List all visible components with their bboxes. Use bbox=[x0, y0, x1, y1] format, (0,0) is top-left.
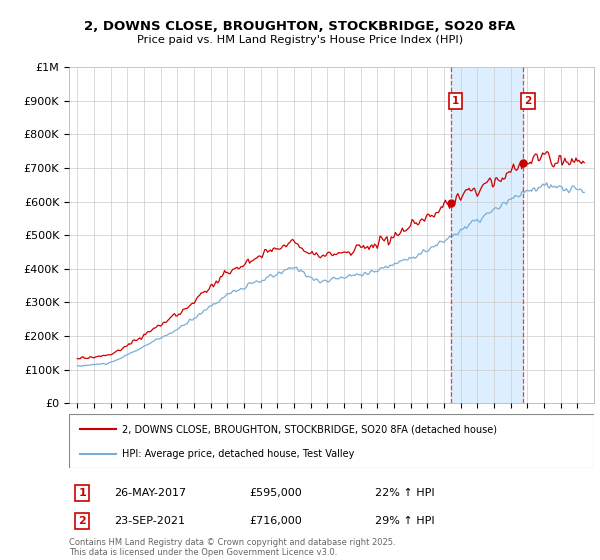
Text: 26-MAY-2017: 26-MAY-2017 bbox=[114, 488, 186, 498]
Text: Price paid vs. HM Land Registry's House Price Index (HPI): Price paid vs. HM Land Registry's House … bbox=[137, 35, 463, 45]
FancyBboxPatch shape bbox=[69, 414, 594, 468]
Text: 2, DOWNS CLOSE, BROUGHTON, STOCKBRIDGE, SO20 8FA (detached house): 2, DOWNS CLOSE, BROUGHTON, STOCKBRIDGE, … bbox=[121, 424, 497, 435]
Text: £716,000: £716,000 bbox=[249, 516, 302, 526]
Text: £595,000: £595,000 bbox=[249, 488, 302, 498]
Text: Contains HM Land Registry data © Crown copyright and database right 2025.
This d: Contains HM Land Registry data © Crown c… bbox=[69, 538, 395, 557]
Text: 23-SEP-2021: 23-SEP-2021 bbox=[114, 516, 185, 526]
Text: 2: 2 bbox=[524, 96, 532, 106]
Text: 2: 2 bbox=[79, 516, 86, 526]
Text: 1: 1 bbox=[79, 488, 86, 498]
Bar bbox=[451, 67, 523, 403]
Text: 29% ↑ HPI: 29% ↑ HPI bbox=[375, 516, 434, 526]
Text: 1: 1 bbox=[452, 96, 459, 106]
Text: 22% ↑ HPI: 22% ↑ HPI bbox=[375, 488, 434, 498]
Text: 2, DOWNS CLOSE, BROUGHTON, STOCKBRIDGE, SO20 8FA: 2, DOWNS CLOSE, BROUGHTON, STOCKBRIDGE, … bbox=[85, 20, 515, 32]
Text: HPI: Average price, detached house, Test Valley: HPI: Average price, detached house, Test… bbox=[121, 449, 354, 459]
